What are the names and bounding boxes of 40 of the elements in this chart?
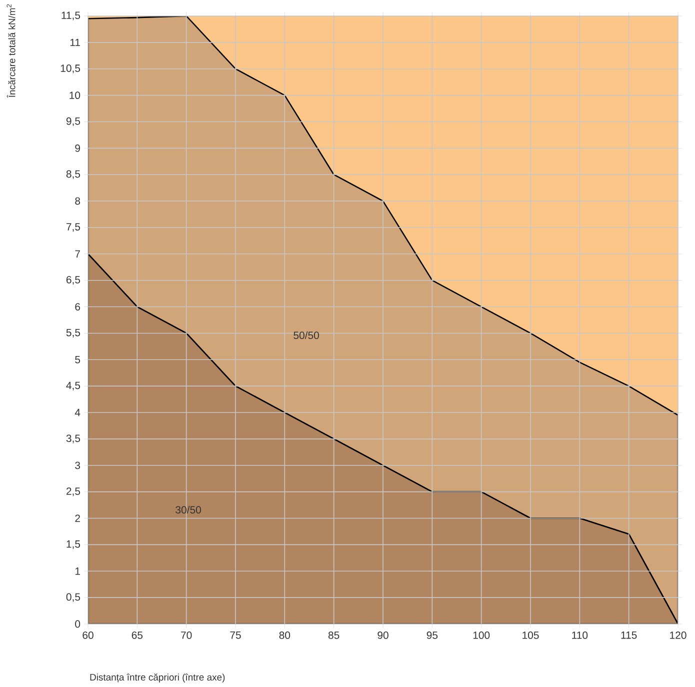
y-tick-label: 2,5 bbox=[66, 488, 80, 496]
y-tick-label: 10,5 bbox=[60, 64, 80, 74]
x-tick-label: 110 bbox=[572, 632, 588, 639]
y-tick-label: 5,5 bbox=[66, 328, 80, 338]
y-tick-label: 6,5 bbox=[66, 276, 80, 285]
x-tick-label: 115 bbox=[621, 632, 637, 639]
y-tick-label: 4 bbox=[74, 408, 80, 416]
x-tick-label: 75 bbox=[230, 632, 241, 639]
y-tick-label: 8,5 bbox=[66, 170, 80, 179]
x-tick-label: 85 bbox=[328, 632, 340, 639]
x-tick-label: 60 bbox=[82, 632, 94, 639]
y-tick-label: 1,5 bbox=[66, 540, 80, 549]
x-tick-label: 95 bbox=[426, 632, 438, 639]
x-tick-label: 120 bbox=[670, 632, 686, 639]
y-tick-label: 9 bbox=[75, 144, 80, 152]
y-tick-label: 3 bbox=[75, 462, 80, 470]
y-tick-label: 1 bbox=[75, 568, 80, 575]
y-tick-label: 8 bbox=[75, 197, 80, 205]
x-tick-label: 65 bbox=[132, 632, 143, 639]
x-axis-title: Distanța între căpriori (între axe) bbox=[90, 674, 225, 682]
y-tick-label: 3,5 bbox=[66, 434, 80, 444]
y-tick-label: 7,5 bbox=[66, 223, 80, 232]
y-axis-title: Încărcare totală kN/m$^{2}$ bbox=[6, 4, 16, 98]
x-tick-label: 70 bbox=[181, 632, 192, 639]
y-tick-label: 11,5 bbox=[62, 12, 80, 20]
y-tick-label: 5 bbox=[75, 356, 80, 364]
x-tick-label: 105 bbox=[522, 632, 539, 639]
annotation: 50/50 bbox=[294, 331, 319, 340]
y-tick-label: 4,5 bbox=[66, 382, 80, 390]
y-tick-label: 0,5 bbox=[66, 593, 80, 602]
y-tick-label: 0 bbox=[75, 620, 80, 628]
x-tick-label: 100 bbox=[473, 632, 490, 639]
y-tick-label: 7 bbox=[75, 250, 80, 258]
y-tick-label: 6 bbox=[75, 303, 80, 310]
y-tick-label: 10 bbox=[70, 92, 80, 100]
y-tick-label: 9,5 bbox=[66, 117, 80, 126]
x-tick-label: 90 bbox=[378, 632, 388, 639]
y-tick-label: 2 bbox=[75, 514, 80, 522]
y-tick-label: 11 bbox=[70, 38, 80, 46]
x-tick-label: 80 bbox=[279, 632, 290, 639]
